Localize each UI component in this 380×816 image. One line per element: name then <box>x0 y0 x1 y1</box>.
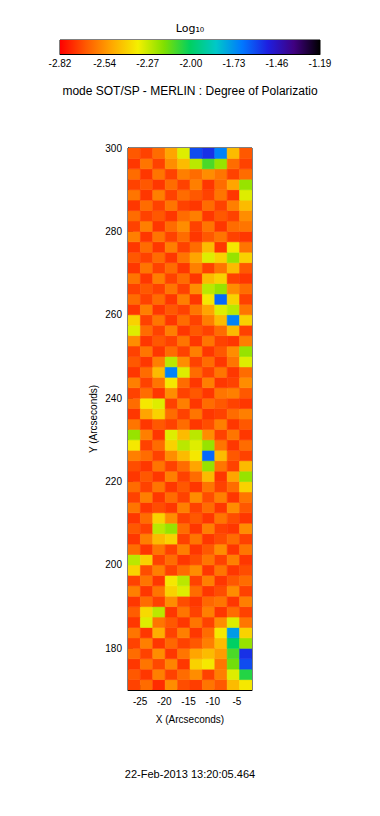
svg-text:220: 220 <box>105 476 122 487</box>
svg-text:260: 260 <box>105 309 122 320</box>
svg-text:-2.00: -2.00 <box>179 58 202 69</box>
svg-text:22-Feb-2013 13:20:05.464: 22-Feb-2013 13:20:05.464 <box>125 768 255 780</box>
svg-text:-15: -15 <box>181 696 196 707</box>
svg-text:mode SOT/SP - MERLIN : Degree: mode SOT/SP - MERLIN : Degree of Polariz… <box>62 84 318 98</box>
svg-text:Log₁₀: Log₁₀ <box>176 22 205 35</box>
svg-text:200: 200 <box>105 559 122 570</box>
svg-text:-2.54: -2.54 <box>93 58 116 69</box>
svg-text:-20: -20 <box>157 696 172 707</box>
svg-text:X (Arcseconds): X (Arcseconds) <box>156 714 224 725</box>
svg-text:180: 180 <box>105 643 122 654</box>
svg-text:-5: -5 <box>233 696 242 707</box>
svg-text:-1.46: -1.46 <box>266 58 289 69</box>
svg-text:-1.73: -1.73 <box>222 58 245 69</box>
svg-text:-2.27: -2.27 <box>136 58 159 69</box>
svg-text:280: 280 <box>105 226 122 237</box>
svg-text:-2.82: -2.82 <box>49 58 72 69</box>
svg-text:-1.19: -1.19 <box>309 58 332 69</box>
svg-text:300: 300 <box>105 143 122 154</box>
svg-text:-25: -25 <box>133 696 148 707</box>
svg-text:-10: -10 <box>206 696 221 707</box>
svg-text:240: 240 <box>105 393 122 404</box>
svg-text:Y (Arcseconds): Y (Arcseconds) <box>88 385 99 453</box>
